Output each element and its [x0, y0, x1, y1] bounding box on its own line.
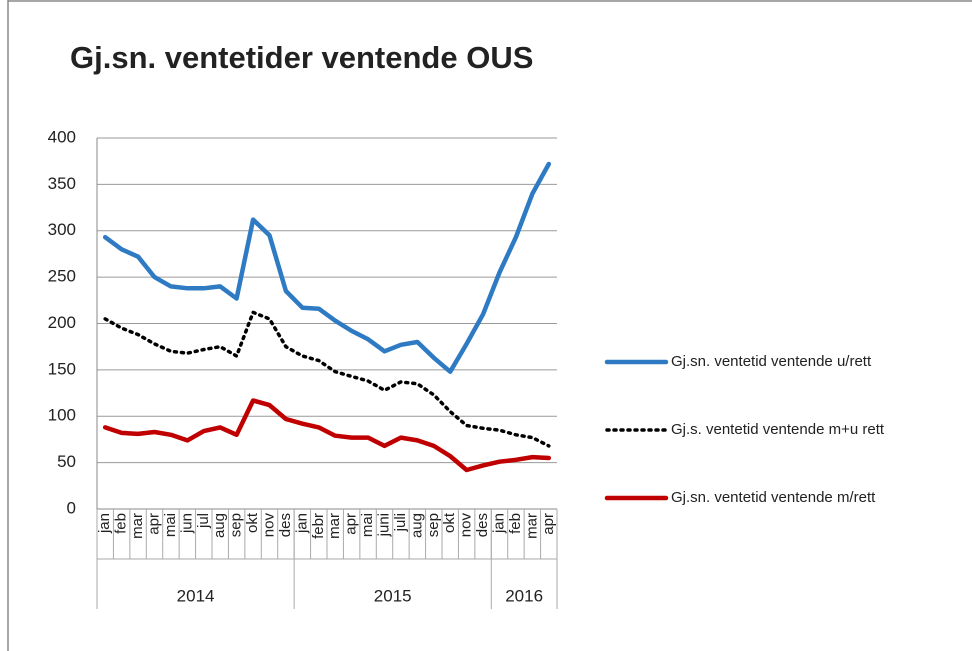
x-tick-label: feb — [507, 513, 524, 534]
legend-label: Gj.sn. ventetid ventende m/rett — [671, 489, 876, 506]
x-tick-label: febr — [310, 513, 327, 539]
series-line — [102, 161, 552, 374]
x-tick-label: feb — [113, 513, 130, 534]
x-tick-label: apr — [343, 513, 360, 535]
x-tick-label: aug — [211, 513, 228, 538]
x-tick-label: juli — [392, 513, 409, 532]
x-tick-label: jan — [490, 513, 507, 534]
x-tick-label: mar — [523, 513, 540, 539]
x-tick-label: jun — [178, 513, 195, 534]
x-tick-label: mar — [129, 513, 146, 539]
y-tick-label: 0 — [67, 498, 76, 517]
y-tick-label: 400 — [48, 127, 76, 146]
x-tick-label: mai — [162, 513, 179, 537]
x-tick-label: jan — [293, 513, 310, 534]
group-label: 2016 — [505, 586, 543, 605]
y-tick-label: 250 — [48, 267, 76, 286]
group-label: 2015 — [374, 586, 412, 605]
group-label: 2014 — [177, 586, 215, 605]
x-tick-label: sep — [228, 513, 245, 537]
x-tick-label: nov — [260, 513, 277, 538]
y-tick-label: 100 — [48, 406, 76, 425]
series-line — [102, 398, 552, 473]
x-tick-label: sep — [425, 513, 442, 537]
x-tick-label: nov — [458, 513, 475, 538]
y-tick-label: 150 — [48, 359, 76, 378]
y-tick-label: 350 — [48, 174, 76, 193]
y-tick-label: 300 — [48, 220, 76, 239]
x-tick-label: okt — [244, 512, 261, 533]
chart-title: Gj.sn. ventetider ventende OUS — [70, 40, 533, 75]
x-tick-label: mai — [359, 513, 376, 537]
legend-label: Gj.s. ventetid ventende m+u rett — [671, 421, 885, 438]
x-tick-label: mar — [326, 513, 343, 539]
x-tick-label: aug — [408, 513, 425, 538]
legend-label: Gj.sn. ventetid ventende u/rett — [671, 353, 872, 370]
y-tick-label: 50 — [57, 452, 76, 471]
x-tick-label: des — [474, 513, 491, 537]
x-tick-label: juni — [375, 513, 392, 537]
x-tick-label: jul — [195, 513, 212, 529]
x-tick-label: okt — [441, 512, 458, 533]
x-tick-label: des — [277, 513, 294, 537]
x-tick-label: jan — [96, 513, 113, 534]
x-tick-label: apr — [145, 513, 162, 535]
x-tick-label: apr — [540, 513, 557, 535]
y-tick-label: 200 — [48, 313, 76, 332]
series-line — [103, 310, 551, 448]
